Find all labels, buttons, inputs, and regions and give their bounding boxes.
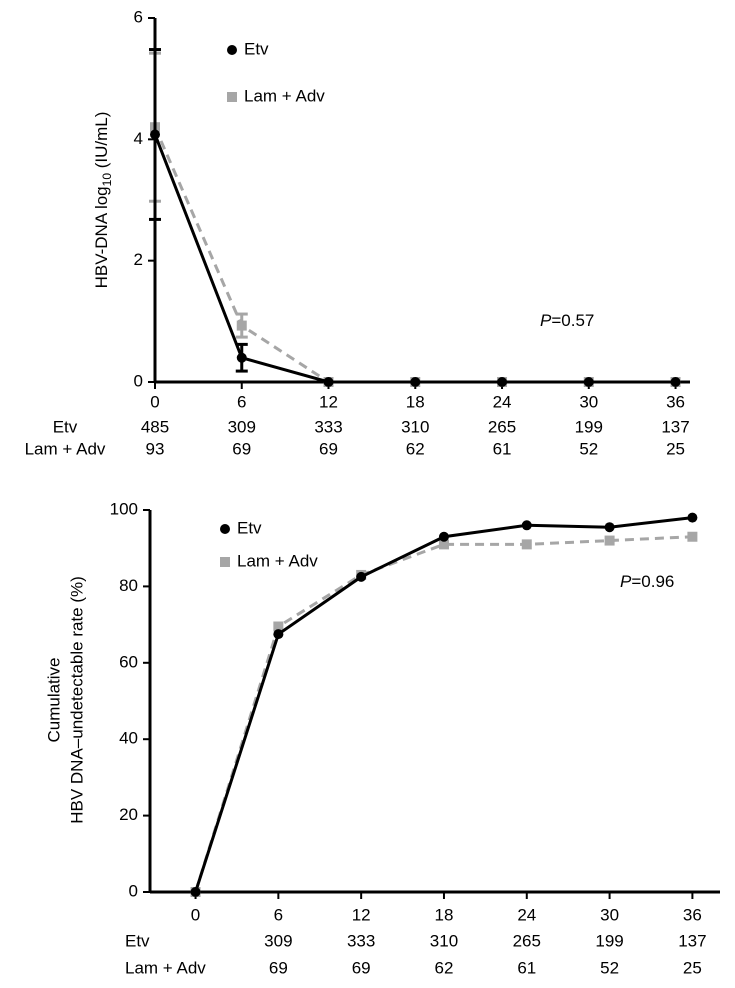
at-risk-count: 25 bbox=[683, 958, 702, 977]
at-risk-count: 265 bbox=[488, 417, 516, 436]
point bbox=[521, 520, 532, 531]
at-risk-count: 310 bbox=[401, 417, 429, 436]
x-tick-label: 24 bbox=[493, 392, 512, 411]
x-tick-label: 36 bbox=[683, 905, 702, 924]
y-tick-label: 100 bbox=[110, 499, 138, 518]
at-risk-count: 137 bbox=[661, 417, 689, 436]
at-risk-count: 199 bbox=[575, 417, 603, 436]
point bbox=[604, 535, 615, 546]
y-tick-label: 20 bbox=[119, 805, 138, 824]
annotation-italic: P bbox=[540, 311, 552, 330]
point bbox=[150, 129, 160, 140]
x-tick-label: 6 bbox=[237, 392, 246, 411]
at-risk-count: 69 bbox=[352, 958, 371, 977]
at-risk-count: 333 bbox=[347, 931, 375, 950]
x-tick-label: 6 bbox=[274, 905, 283, 924]
point bbox=[497, 377, 508, 387]
row-label: Lam + Adv bbox=[125, 958, 206, 977]
y-label-part: HBV-DNA log bbox=[92, 186, 111, 288]
x-tick-label: 18 bbox=[435, 905, 454, 924]
at-risk-count: 62 bbox=[406, 439, 425, 458]
x-tick-label: 30 bbox=[579, 392, 598, 411]
y-label-part: (IU/mL) bbox=[92, 112, 111, 173]
x-tick-label: 36 bbox=[666, 392, 685, 411]
at-risk-count: 61 bbox=[517, 958, 536, 977]
series-line bbox=[194, 516, 693, 893]
legend-marker bbox=[220, 524, 230, 534]
at-risk-count: 309 bbox=[228, 417, 256, 436]
legend-marker bbox=[227, 45, 237, 55]
y-tick-label: 60 bbox=[119, 652, 138, 671]
at-risk-count: 265 bbox=[513, 931, 541, 950]
y-label-sub: 10 bbox=[100, 173, 114, 187]
point bbox=[323, 377, 334, 387]
x-tick-label: 30 bbox=[600, 905, 619, 924]
at-risk-count: 69 bbox=[232, 439, 251, 458]
row-label: Lam + Adv bbox=[25, 439, 106, 458]
x-tick-label: 12 bbox=[319, 392, 338, 411]
y-tick-label: 6 bbox=[134, 7, 143, 26]
point bbox=[410, 377, 421, 387]
point bbox=[236, 352, 247, 363]
series-line bbox=[153, 126, 676, 384]
at-risk-count: 69 bbox=[319, 439, 338, 458]
legend-label: Lam + Adv bbox=[237, 551, 318, 570]
point bbox=[670, 377, 681, 387]
row-label: Etv bbox=[53, 417, 78, 436]
at-risk-count: 310 bbox=[430, 931, 458, 950]
point bbox=[687, 512, 698, 523]
point bbox=[273, 629, 284, 640]
x-tick-label: 0 bbox=[191, 905, 200, 924]
series-line bbox=[153, 133, 676, 384]
at-risk-count: 333 bbox=[314, 417, 342, 436]
x-tick-label: 18 bbox=[406, 392, 425, 411]
point bbox=[273, 621, 284, 632]
series-line bbox=[194, 535, 693, 893]
y-tick-label: 80 bbox=[119, 576, 138, 595]
at-risk-count: 137 bbox=[678, 931, 706, 950]
y-tick-label: 2 bbox=[134, 250, 143, 269]
y-tick-label: 0 bbox=[129, 881, 138, 900]
point bbox=[438, 531, 449, 542]
at-risk-count: 309 bbox=[264, 931, 292, 950]
legend-label: Etv bbox=[244, 39, 269, 58]
annotation-text: =0.96 bbox=[631, 572, 674, 591]
x-tick-label: 12 bbox=[352, 905, 371, 924]
at-risk-count: 61 bbox=[493, 439, 512, 458]
at-risk-count: 199 bbox=[595, 931, 623, 950]
at-risk-count: 485 bbox=[141, 417, 169, 436]
legend-marker bbox=[227, 92, 237, 102]
point bbox=[190, 887, 201, 897]
y-axis-label: HBV-DNA log10 (IU/mL) bbox=[92, 112, 114, 289]
at-risk-count: 25 bbox=[666, 439, 685, 458]
y-tick-label: 0 bbox=[134, 371, 143, 390]
y-tick-label: 40 bbox=[119, 729, 138, 748]
point bbox=[236, 320, 247, 331]
at-risk-count: 69 bbox=[269, 958, 288, 977]
at-risk-count: 62 bbox=[435, 958, 454, 977]
row-label: Etv bbox=[125, 931, 150, 950]
legend-label: Etv bbox=[237, 518, 262, 537]
point bbox=[521, 539, 532, 550]
point bbox=[438, 539, 449, 550]
point bbox=[604, 522, 615, 533]
at-risk-count: 93 bbox=[146, 439, 165, 458]
at-risk-count: 52 bbox=[579, 439, 598, 458]
point bbox=[583, 377, 594, 387]
point bbox=[687, 531, 698, 542]
x-tick-label: 0 bbox=[150, 392, 159, 411]
legend-marker bbox=[220, 557, 230, 567]
point bbox=[356, 571, 367, 582]
y-tick-label: 4 bbox=[134, 129, 143, 148]
y-axis-label: Cumulative bbox=[44, 657, 63, 742]
legend-label: Lam + Adv bbox=[244, 86, 325, 105]
annotation: P=0.96 bbox=[620, 572, 674, 591]
annotation-italic: P bbox=[620, 572, 632, 591]
y-axis-label: HBV DNA–undetectable rate (%) bbox=[67, 576, 86, 824]
x-tick-label: 24 bbox=[517, 905, 536, 924]
at-risk-count: 52 bbox=[600, 958, 619, 977]
annotation: P=0.57 bbox=[540, 311, 594, 330]
annotation-text: =0.57 bbox=[551, 311, 594, 330]
